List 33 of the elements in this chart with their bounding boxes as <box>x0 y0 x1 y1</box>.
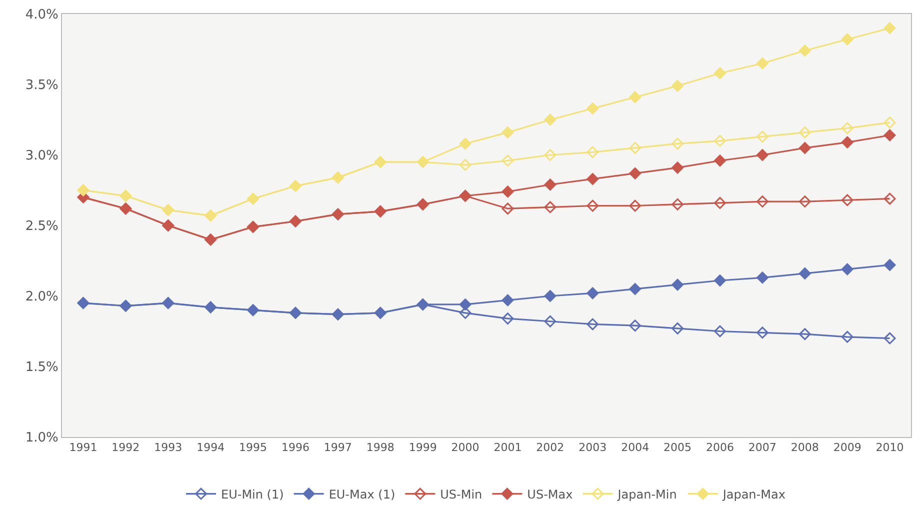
x-tick-label: 2009 <box>833 441 862 454</box>
legend-label: Japan-Min <box>616 487 677 502</box>
x-tick-label: 1996 <box>281 441 310 454</box>
x-tick-label: 2003 <box>578 441 607 454</box>
x-tick-label: 2002 <box>536 441 564 454</box>
x-tick-label: 2001 <box>494 441 522 454</box>
x-tick-label: 1992 <box>112 441 140 454</box>
x-tick-label: 1997 <box>324 441 352 454</box>
legend-label: US-Min <box>440 487 482 502</box>
y-tick-label: 3.0% <box>25 148 58 164</box>
x-tick-label: 1998 <box>366 441 394 454</box>
x-tick-label: 1995 <box>239 441 268 454</box>
x-tick-label: 2000 <box>451 441 480 454</box>
y-tick-label: 1.0% <box>25 430 58 446</box>
legend-label: US-Max <box>527 487 573 502</box>
x-tick-label: 1993 <box>154 441 182 454</box>
legend-label: EU-Min (1) <box>221 487 284 502</box>
x-tick-label: 1994 <box>196 441 225 454</box>
x-tick-label: 2010 <box>876 441 904 454</box>
x-tick-label: 2008 <box>790 441 819 454</box>
x-tick-label: 2007 <box>748 441 776 454</box>
y-tick-label: 3.5% <box>25 78 58 94</box>
x-tick-label: 2006 <box>706 441 734 454</box>
legend-label: EU-Max (1) <box>328 487 396 502</box>
x-tick-label: 2005 <box>664 441 692 454</box>
x-tick-label: 2004 <box>621 441 650 454</box>
y-tick-label: 2.0% <box>25 290 58 305</box>
y-tick-label: 2.5% <box>25 219 58 234</box>
legend-label: Japan-Max <box>722 487 786 502</box>
y-tick-label: 1.5% <box>25 360 58 376</box>
x-tick-label: 1991 <box>69 441 98 454</box>
y-tick-label: 4.0% <box>25 8 58 23</box>
x-tick-label: 1999 <box>408 441 437 454</box>
